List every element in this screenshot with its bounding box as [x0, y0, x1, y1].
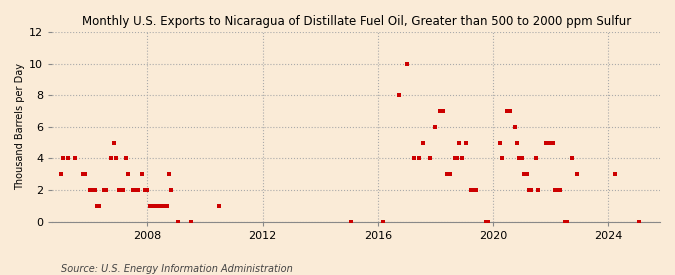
Point [132, 188, 143, 192]
Point [84, 188, 95, 192]
Point [173, 219, 184, 224]
Point [77, 172, 88, 177]
Point [516, 156, 527, 161]
Point [518, 172, 529, 177]
Point [461, 141, 472, 145]
Y-axis label: Thousand Barrels per Day: Thousand Barrels per Day [15, 63, 25, 190]
Point [435, 109, 446, 113]
Point [456, 156, 467, 161]
Point [495, 141, 506, 145]
Point [89, 188, 100, 192]
Point [425, 156, 436, 161]
Point [120, 156, 131, 161]
Point [540, 141, 551, 145]
Point [533, 188, 544, 192]
Point [552, 188, 563, 192]
Point [118, 188, 129, 192]
Point [418, 141, 429, 145]
Point [468, 188, 479, 192]
Point [567, 156, 578, 161]
Point [413, 156, 424, 161]
Point [408, 156, 419, 161]
Point [531, 156, 541, 161]
Point [401, 61, 412, 66]
Point [504, 109, 515, 113]
Point [502, 109, 513, 113]
Point [94, 204, 105, 208]
Point [545, 141, 556, 145]
Point [454, 141, 464, 145]
Text: Source: U.S. Energy Information Administration: Source: U.S. Energy Information Administ… [61, 264, 292, 274]
Point [111, 156, 122, 161]
Point [634, 219, 645, 224]
Point [147, 204, 158, 208]
Point [450, 156, 460, 161]
Point [144, 204, 155, 208]
Point [512, 141, 522, 145]
Point [483, 219, 493, 224]
Point [101, 188, 112, 192]
Point [452, 156, 462, 161]
Point [509, 125, 520, 129]
Point [471, 188, 482, 192]
Point [562, 219, 572, 224]
Point [377, 219, 388, 224]
Point [86, 188, 97, 192]
Point [524, 188, 535, 192]
Point [159, 204, 169, 208]
Point [70, 156, 81, 161]
Point [497, 156, 508, 161]
Point [106, 156, 117, 161]
Point [555, 188, 566, 192]
Point [142, 188, 153, 192]
Point [166, 188, 177, 192]
Point [149, 204, 160, 208]
Point [430, 125, 441, 129]
Point [157, 204, 167, 208]
Point [137, 172, 148, 177]
Point [394, 93, 405, 97]
Point [58, 156, 69, 161]
Point [151, 204, 162, 208]
Point [128, 188, 138, 192]
Point [514, 156, 525, 161]
Point [80, 172, 90, 177]
Point [55, 172, 66, 177]
Point [466, 188, 477, 192]
Point [92, 204, 103, 208]
Point [99, 188, 109, 192]
Point [115, 188, 126, 192]
Point [550, 188, 561, 192]
Point [161, 204, 172, 208]
Point [63, 156, 74, 161]
Point [163, 172, 174, 177]
Point [113, 188, 124, 192]
Point [610, 172, 621, 177]
Point [214, 204, 225, 208]
Point [346, 219, 356, 224]
Point [481, 219, 491, 224]
Point [543, 141, 554, 145]
Point [442, 172, 453, 177]
Point [108, 141, 119, 145]
Point [547, 141, 558, 145]
Point [572, 172, 583, 177]
Point [526, 188, 537, 192]
Point [444, 172, 455, 177]
Point [560, 219, 570, 224]
Point [154, 204, 165, 208]
Point [521, 172, 532, 177]
Title: Monthly U.S. Exports to Nicaragua of Distillate Fuel Oil, Greater than 500 to 20: Monthly U.S. Exports to Nicaragua of Dis… [82, 15, 630, 28]
Point [185, 219, 196, 224]
Point [437, 109, 448, 113]
Point [140, 188, 151, 192]
Point [130, 188, 140, 192]
Point [123, 172, 134, 177]
